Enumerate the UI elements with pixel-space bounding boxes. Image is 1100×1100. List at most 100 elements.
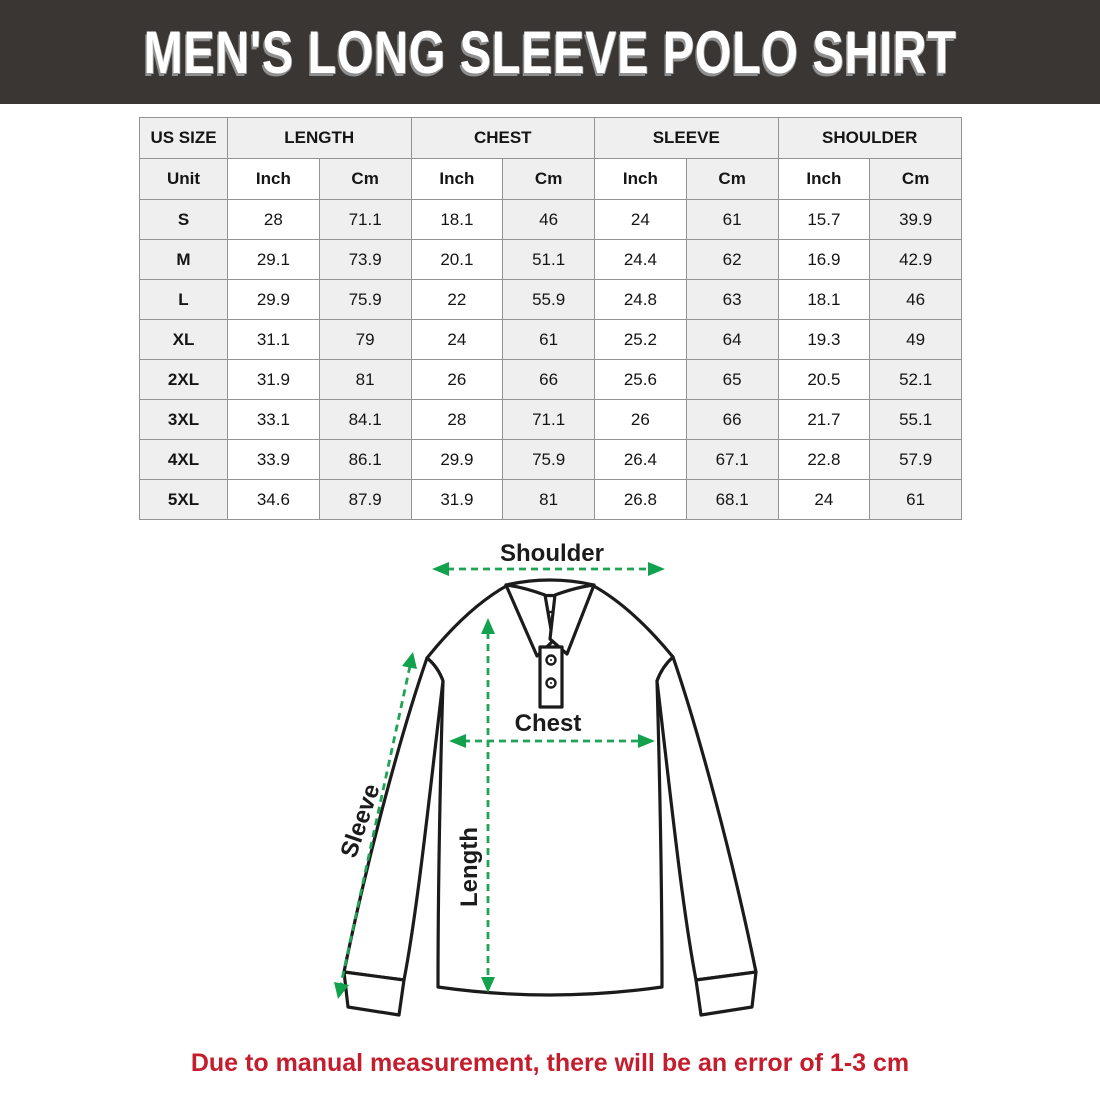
value-cell: 20.1 [410, 239, 504, 280]
measurement-disclaimer: Due to manual measurement, there will be… [190, 1049, 910, 1077]
value-cell: 55.1 [869, 399, 962, 440]
value-cell: 24 [777, 479, 871, 520]
shoulder-label: Shoulder [499, 540, 605, 567]
size-cell: S [139, 199, 228, 240]
value-cell: 63 [685, 279, 779, 320]
unit-col-header: Inch [594, 158, 687, 200]
value-cell: 62 [685, 239, 779, 280]
table-row: S 28 71.1 18.1 46 24 61 15.7 39.9 [139, 199, 962, 240]
value-cell: 26.4 [594, 439, 687, 480]
table-row: 5XL 34.6 87.9 31.9 81 26.8 68.1 24 61 [139, 479, 962, 520]
value-cell: 26.8 [594, 479, 687, 520]
value-cell: 34.6 [227, 479, 320, 520]
value-cell: 31.1 [227, 319, 320, 360]
length-label: Length [456, 827, 483, 907]
chest-label: Chest [514, 710, 582, 737]
value-cell: 21.7 [777, 399, 871, 440]
shirt-button-top-hole [550, 659, 552, 661]
value-cell: 22.8 [777, 439, 871, 480]
value-cell: 57.9 [869, 439, 962, 480]
value-cell: 29.9 [227, 279, 320, 320]
value-cell: 75.9 [502, 439, 595, 480]
value-cell: 29.9 [410, 439, 504, 480]
value-cell: 61 [685, 199, 779, 240]
shirt-left-cuff [342, 970, 406, 1017]
title-banner: MEN'S LONG SLEEVE POLO SHIRT [0, 0, 1100, 104]
sleeve-measure-arrow [334, 652, 417, 999]
unit-col-header: Cm [869, 158, 962, 200]
size-table-body: S 28 71.1 18.1 46 24 61 15.7 39.9 M 29.1 73.9 20.1 51… [139, 199, 962, 520]
size-table: US SIZE LENGTH CHEST SLEEVE SHOULDER Unit Inch… [139, 117, 962, 520]
table-row: L 29.9 75.9 22 55.9 24.8 63 18.1 46 [139, 279, 962, 320]
shirt-collar-right-lapel [548, 583, 596, 656]
value-cell: 18.1 [777, 279, 871, 320]
shirt-placket [538, 645, 564, 709]
size-cell: 2XL [139, 359, 228, 400]
unit-col-header: Inch [227, 158, 320, 200]
value-cell: 68.1 [685, 479, 779, 520]
table-row: 2XL 31.9 81 26 66 25.6 65 20.5 52.1 [139, 359, 962, 400]
polo-shirt-drawing [334, 562, 758, 1017]
table-row: XL 31.1 79 24 61 25.2 64 19.3 49 [139, 319, 962, 360]
value-cell: 33.1 [227, 399, 320, 440]
value-cell: 46 [869, 279, 962, 320]
value-cell: 67.1 [685, 439, 779, 480]
unit-col-header: Cm [502, 158, 595, 200]
value-cell: 61 [869, 479, 962, 520]
size-cell: 3XL [139, 399, 228, 440]
value-cell: 87.9 [318, 479, 412, 520]
value-cell: 28 [227, 199, 320, 240]
size-cell: XL [139, 319, 228, 360]
value-cell: 25.6 [594, 359, 687, 400]
group-header-chest: CHEST [410, 117, 595, 159]
shoulder-measure-arrow [432, 562, 665, 576]
table-row: M 29.1 73.9 20.1 51.1 24.4 62 16.9 42.9 [139, 239, 962, 280]
value-cell: 31.9 [227, 359, 320, 400]
value-cell: 24.8 [594, 279, 687, 320]
value-cell: 19.3 [777, 319, 871, 360]
shirt-left-sleeve [342, 656, 445, 982]
size-cell: 4XL [139, 439, 228, 480]
polo-shirt-diagram [320, 535, 780, 1035]
unit-col-header: Inch [777, 158, 871, 200]
shirt-body-outline [425, 583, 675, 997]
group-header-shoulder: SHOULDER [777, 117, 962, 159]
size-cell: 5XL [139, 479, 228, 520]
value-cell: 29.1 [227, 239, 320, 280]
chest-measure-arrow [449, 734, 655, 748]
value-cell: 55.9 [502, 279, 595, 320]
value-cell: 31.9 [410, 479, 504, 520]
value-cell: 28 [410, 399, 504, 440]
value-cell: 49 [869, 319, 962, 360]
shirt-right-cuff [694, 970, 758, 1017]
value-cell: 15.7 [777, 199, 871, 240]
table-row: 3XL 33.1 84.1 28 71.1 26 66 21.7 55.1 [139, 399, 962, 440]
value-cell: 71.1 [502, 399, 595, 440]
value-cell: 16.9 [777, 239, 871, 280]
page-title: MEN'S LONG SLEEVE POLO SHIRT [143, 18, 957, 86]
unit-col-header: Cm [685, 158, 779, 200]
shirt-button-bottom-hole [550, 682, 552, 684]
value-cell: 24.4 [594, 239, 687, 280]
value-cell: 18.1 [410, 199, 504, 240]
unit-col-header: Cm [318, 158, 412, 200]
group-header-sleeve: SLEEVE [594, 117, 779, 159]
value-cell: 61 [502, 319, 595, 360]
value-cell: 81 [318, 359, 412, 400]
value-cell: 26 [410, 359, 504, 400]
value-cell: 42.9 [869, 239, 962, 280]
table-row: 4XL 33.9 86.1 29.9 75.9 26.4 67.1 22.8 57.9 [139, 439, 962, 480]
value-cell: 52.1 [869, 359, 962, 400]
size-column-header: US SIZE [139, 117, 228, 159]
value-cell: 25.2 [594, 319, 687, 360]
size-cell: L [139, 279, 228, 320]
size-cell: M [139, 239, 228, 280]
value-cell: 26 [594, 399, 687, 440]
value-cell: 39.9 [869, 199, 962, 240]
value-cell: 22 [410, 279, 504, 320]
size-table-head: US SIZE LENGTH CHEST SLEEVE SHOULDER Unit Inch… [139, 117, 962, 200]
length-measure-arrow [481, 618, 495, 993]
value-cell: 24 [410, 319, 504, 360]
value-cell: 65 [685, 359, 779, 400]
value-cell: 86.1 [318, 439, 412, 480]
